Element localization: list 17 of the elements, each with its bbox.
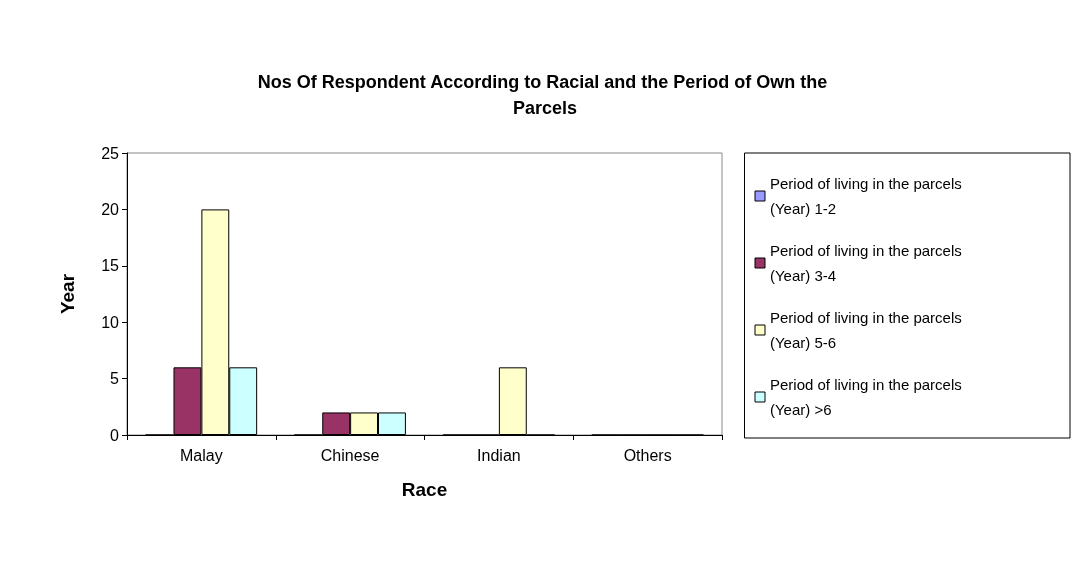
y-tick-label: 10 [101,313,120,331]
legend-label: Period of living in the parcels (Year) 3-4 [770,242,966,284]
y-tick-label: 15 [101,257,120,275]
legend-label: Period of living in the parcels (Year) 1-2 [770,175,966,217]
x-axis-title: Race [401,479,448,500]
chart-title: Nos Of Respondent According to Racial and the Period of Own the Parcels [257,72,833,118]
x-tick-label: Others [623,446,672,464]
x-tick-label: Chinese [320,446,380,464]
x-tick-label: Malay [180,446,223,464]
legend-label: Period of living in the parcels (Year) >6 [770,376,966,418]
y-tick-label: 0 [110,426,120,444]
legend-label: Period of living in the parcels (Year) 5-6 [770,309,966,351]
y-tick-label: 5 [110,370,120,388]
y-tick-label: 20 [101,200,120,218]
x-tick-label: Indian [477,446,521,464]
y-axis-title: Year [57,273,78,315]
y-tick-label: 25 [101,144,120,162]
